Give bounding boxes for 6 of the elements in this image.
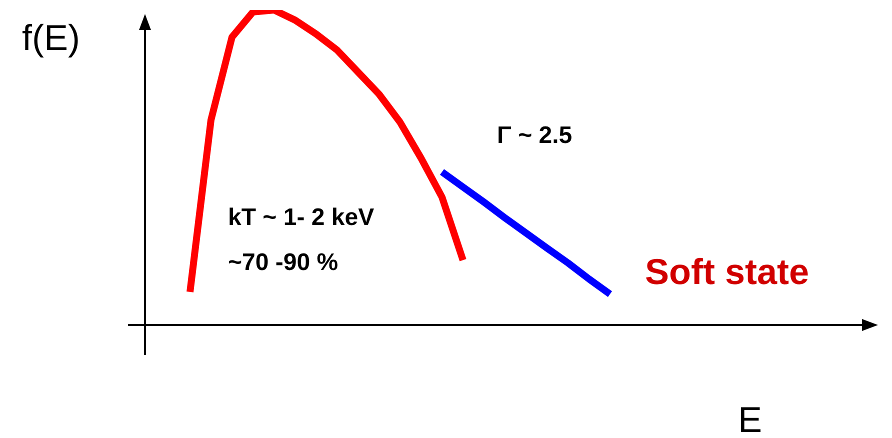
y-axis-title: f(E) [22, 17, 80, 58]
text: Soft state [645, 251, 810, 292]
annotation: Γ ~ 2.5 [497, 122, 572, 149]
annotation: kT ~ 1- 2 keV [228, 204, 374, 231]
x-axis-title: E [738, 399, 762, 438]
annotation: ~70 -90 % [228, 249, 338, 276]
